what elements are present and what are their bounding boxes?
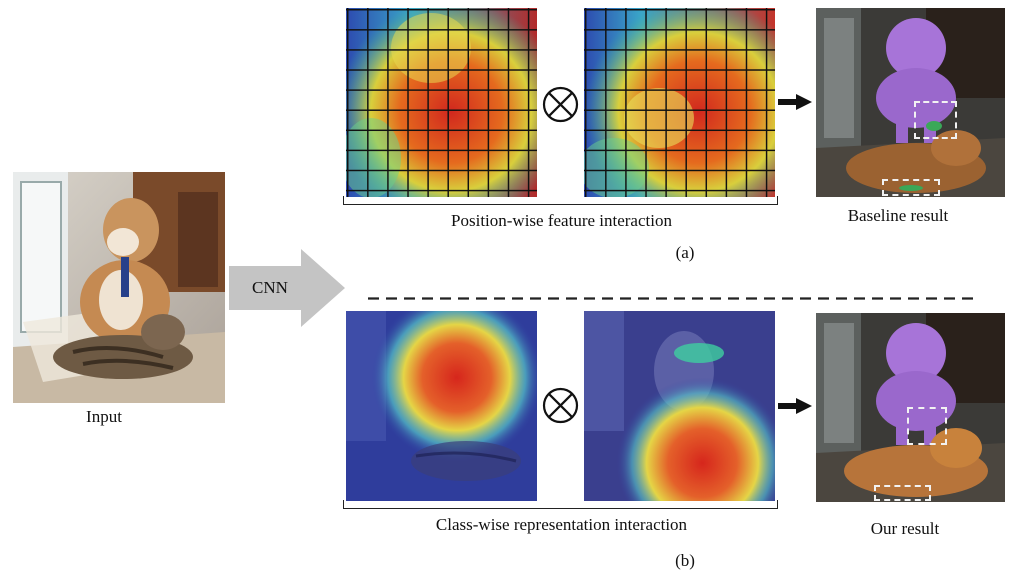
input-image [13, 172, 225, 403]
error-highlight-box [914, 101, 957, 139]
tensor-product-icon [542, 387, 579, 424]
class-attention-map-2 [584, 311, 775, 501]
baseline-result-image [816, 8, 1005, 197]
cnn-arrow [229, 249, 345, 327]
our-result-image [816, 313, 1005, 502]
sub-label-b: (b) [675, 551, 695, 570]
separator-line [368, 287, 978, 300]
baseline-result-label: Baseline result [847, 206, 949, 225]
bottom-caption: Class-wise representation interaction [435, 515, 688, 534]
bottom-bracket [343, 500, 778, 509]
cnn-label: CNN [252, 278, 288, 297]
sub-label-a: (a) [675, 243, 695, 262]
top-bracket [343, 196, 778, 205]
tensor-product-icon [542, 86, 579, 123]
right-arrow-icon [778, 398, 812, 414]
position-feature-map-1 [346, 8, 537, 197]
error-highlight-box [882, 179, 940, 196]
right-arrow-icon [778, 94, 812, 110]
position-feature-map-2 [584, 8, 775, 197]
input-label: Input [86, 407, 122, 426]
correct-highlight-box [874, 485, 931, 501]
class-attention-map-1 [346, 311, 537, 501]
correct-highlight-box [907, 407, 947, 445]
top-caption: Position-wise feature interaction [451, 211, 672, 230]
our-result-label: Our result [870, 519, 940, 538]
